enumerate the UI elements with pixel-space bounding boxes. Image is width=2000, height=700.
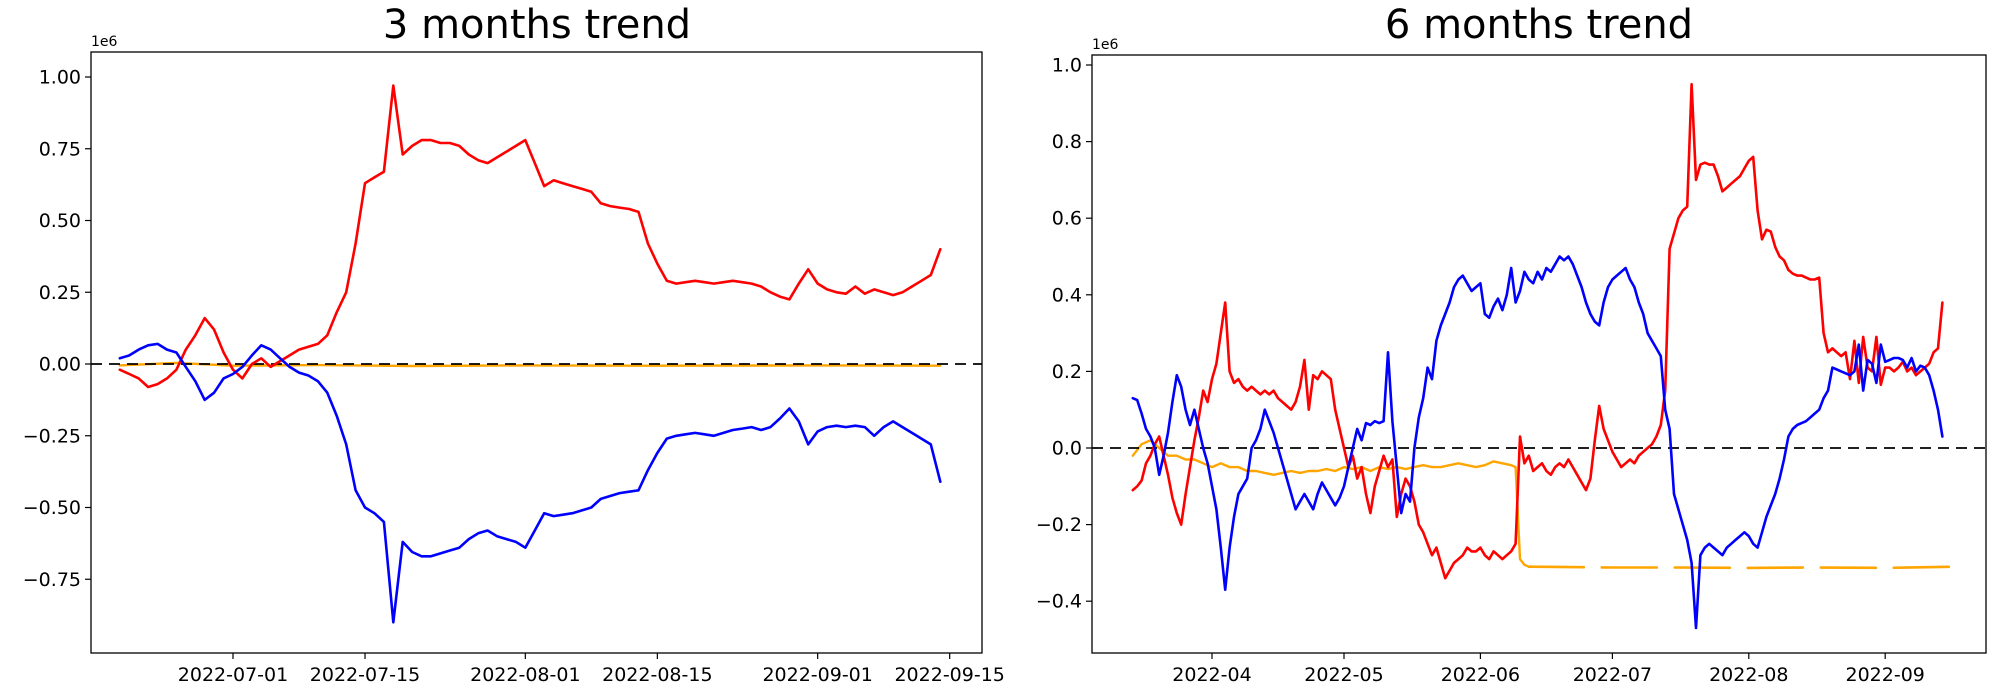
y-tick-label: 0.6 (1052, 208, 1082, 230)
y-tick-label: 0.50 (39, 210, 81, 232)
x-tick-label: 2022-09-15 (894, 664, 1004, 686)
y-tick-label: 0.75 (39, 138, 81, 160)
x-tick-label: 2022-07-15 (310, 664, 420, 686)
blue-series-line (118, 342, 942, 624)
y-tick-label: 0.25 (39, 282, 81, 304)
y-axis-scale-offset-label: 1e6 (91, 34, 118, 50)
y-tick-label: −0.2 (1036, 514, 1082, 536)
x-tick-label: 2022-07-01 (178, 664, 288, 686)
blue-series-line (1131, 255, 1944, 630)
x-tick-label: 2022-04 (1172, 664, 1251, 686)
orange-series-line (1131, 439, 1531, 568)
chart-title: 3 months trend (383, 2, 691, 48)
y-tick-label: 0.00 (39, 354, 81, 376)
y-tick-label: 0.0 (1052, 438, 1082, 460)
orange-series-line (118, 361, 942, 368)
x-tick-label: 2022-07 (1573, 664, 1652, 686)
y-tick-label: 0.4 (1052, 284, 1082, 306)
red-series-line (118, 84, 942, 389)
y-tick-label: −0.50 (23, 497, 81, 519)
red-series-line (1131, 82, 1944, 580)
chart-title: 6 months trend (1385, 2, 1693, 48)
y-tick-label: 1.00 (39, 67, 81, 89)
x-tick-label: 2022-06 (1441, 664, 1520, 686)
y-tick-label: 0.8 (1052, 131, 1082, 153)
x-tick-label: 2022-08-15 (602, 664, 712, 686)
x-tick-label: 2022-08-01 (470, 664, 580, 686)
y-axis-scale-offset-label: 1e6 (1092, 37, 1119, 53)
y-tick-label: 0.2 (1052, 361, 1082, 383)
x-tick-label: 2022-09 (1846, 664, 1925, 686)
y-tick-label: −0.4 (1036, 591, 1082, 613)
plot-frame (1091, 54, 1987, 654)
x-tick-label: 2022-08 (1709, 664, 1788, 686)
chart-6-months-trend: 6 months trend 1e6 2022-04 2022-05 2022-06… (1036, 2, 1987, 686)
x-tick-label: 2022-05 (1304, 664, 1383, 686)
chart-3-months-trend: 3 months trend 1e6 2022-07-01 2022-07-15 2… (23, 2, 1005, 686)
y-tick-label: 1.0 (1052, 55, 1082, 77)
y-tick-label: −0.25 (23, 425, 81, 447)
plot-frame (90, 51, 983, 654)
x-tick-label: 2022-09-01 (762, 664, 872, 686)
y-tick-label: −0.75 (23, 569, 81, 591)
orange-series-flat-line (1527, 565, 1957, 570)
